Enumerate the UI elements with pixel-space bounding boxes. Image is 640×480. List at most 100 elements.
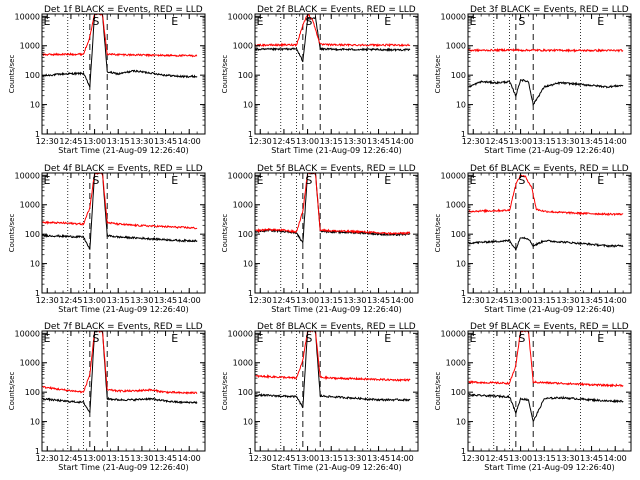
x-tick-label: 13:45 bbox=[580, 454, 603, 463]
series-line-lld bbox=[468, 174, 624, 217]
x-tick-label: 12:45 bbox=[272, 296, 295, 305]
x-tick-label: 13:30 bbox=[130, 296, 153, 305]
x-tick-label: 13:45 bbox=[154, 296, 177, 305]
x-tick-label: 13:15 bbox=[107, 454, 130, 463]
marker-label-e: E bbox=[384, 15, 391, 28]
y-tick-label: 100 bbox=[238, 71, 253, 80]
y-tick-label: 1 bbox=[461, 447, 466, 456]
x-tick-label: 12:45 bbox=[272, 137, 295, 146]
x-tick-label: 13:30 bbox=[130, 137, 153, 146]
x-tick-label: 12:45 bbox=[485, 137, 508, 146]
x-axis-label: Start Time (21-Aug-09 12:26:40) bbox=[271, 146, 402, 155]
x-tick-label: 12:45 bbox=[59, 137, 82, 146]
y-tick-label: 1000 bbox=[446, 201, 466, 210]
x-tick-label: 14:00 bbox=[391, 137, 414, 146]
y-tick-label: 10 bbox=[30, 101, 40, 110]
y-tick-label: 1000 bbox=[446, 42, 466, 51]
x-tick-label: 13:00 bbox=[296, 296, 319, 305]
x-axis-label: Start Time (21-Aug-09 12:26:40) bbox=[271, 463, 402, 472]
plot-frame bbox=[41, 172, 206, 294]
x-tick-label: 13:45 bbox=[154, 137, 177, 146]
x-tick-label: 12:30 bbox=[249, 137, 272, 146]
y-axis-label: Counts/sec bbox=[8, 55, 16, 94]
y-tick-label: 100 bbox=[451, 388, 466, 397]
chart-title: Det 1f BLACK = Events, RED = LLD bbox=[44, 5, 203, 15]
y-tick-label: 10000 bbox=[228, 12, 253, 21]
series-line-lld bbox=[255, 173, 411, 236]
y-tick-label: 1 bbox=[461, 289, 466, 298]
x-axis-label: Start Time (21-Aug-09 12:26:40) bbox=[271, 305, 402, 314]
plot-frame bbox=[467, 330, 632, 452]
x-tick-label: 12:30 bbox=[462, 454, 485, 463]
series-group bbox=[255, 331, 411, 409]
series-group bbox=[42, 331, 198, 413]
marker-label-s: S bbox=[92, 332, 99, 345]
y-axis-label: Counts/sec bbox=[221, 55, 229, 94]
x-tick-label: 13:15 bbox=[533, 137, 556, 146]
y-tick-label: 1000 bbox=[233, 359, 253, 368]
marker-label-e: E bbox=[171, 15, 178, 28]
marker-label-e: E bbox=[44, 332, 51, 345]
x-tick-label: 12:45 bbox=[272, 454, 295, 463]
marker-label-s: S bbox=[305, 332, 312, 345]
y-tick-label: 1000 bbox=[233, 42, 253, 51]
x-tick-label: 13:15 bbox=[107, 296, 130, 305]
marker-label-e: E bbox=[171, 332, 178, 345]
x-tick-label: 13:00 bbox=[509, 454, 532, 463]
y-tick-label: 1 bbox=[248, 130, 253, 139]
chart-title: Det 3f BLACK = Events, RED = LLD bbox=[470, 5, 629, 15]
x-tick-label: 13:00 bbox=[83, 137, 106, 146]
x-tick-label: 13:00 bbox=[509, 296, 532, 305]
x-tick-label: 13:00 bbox=[509, 137, 532, 146]
marker-label-e: E bbox=[257, 332, 264, 345]
marker-label-s: S bbox=[305, 15, 312, 28]
plot-frame bbox=[254, 330, 419, 452]
x-tick-label: 12:30 bbox=[36, 454, 59, 463]
y-tick-label: 1 bbox=[35, 447, 40, 456]
x-tick-label: 13:30 bbox=[343, 137, 366, 146]
x-tick-label: 13:30 bbox=[343, 296, 366, 305]
y-tick-label: 10 bbox=[456, 418, 466, 427]
y-tick-label: 10000 bbox=[441, 329, 466, 338]
series-line-lld bbox=[42, 331, 198, 395]
series-line-events bbox=[42, 173, 198, 251]
x-tick-label: 14:00 bbox=[391, 454, 414, 463]
y-tick-label: 1000 bbox=[20, 201, 40, 210]
y-tick-label: 100 bbox=[451, 230, 466, 239]
y-tick-label: 10000 bbox=[15, 171, 40, 180]
x-tick-label: 12:30 bbox=[462, 137, 485, 146]
x-tick-label: 14:00 bbox=[391, 296, 414, 305]
series-group bbox=[42, 173, 198, 251]
series-group bbox=[255, 14, 411, 63]
marker-label-e: E bbox=[384, 332, 391, 345]
x-tick-label: 13:30 bbox=[130, 454, 153, 463]
x-tick-label: 12:30 bbox=[462, 296, 485, 305]
series-line-lld bbox=[468, 331, 624, 388]
y-tick-label: 1 bbox=[35, 130, 40, 139]
y-tick-label: 10 bbox=[243, 260, 253, 269]
series-line-events bbox=[42, 331, 198, 413]
x-tick-label: 13:15 bbox=[533, 454, 556, 463]
series-line-lld bbox=[42, 14, 198, 58]
x-tick-label: 12:30 bbox=[249, 454, 272, 463]
plot-frame bbox=[41, 330, 206, 452]
marker-label-s: S bbox=[92, 174, 99, 187]
x-axis-label: Start Time (21-Aug-09 12:26:40) bbox=[484, 463, 615, 472]
y-tick-label: 10000 bbox=[441, 12, 466, 21]
y-tick-label: 1 bbox=[461, 130, 466, 139]
x-axis-label: Start Time (21-Aug-09 12:26:40) bbox=[484, 146, 615, 155]
y-tick-label: 10 bbox=[243, 418, 253, 427]
chart-title: Det 7f BLACK = Events, RED = LLD bbox=[44, 322, 203, 332]
series-line-events bbox=[468, 393, 624, 422]
x-tick-label: 13:45 bbox=[580, 296, 603, 305]
marker-label-e: E bbox=[597, 332, 604, 345]
y-tick-label: 100 bbox=[25, 230, 40, 239]
y-tick-label: 10 bbox=[30, 418, 40, 427]
x-tick-label: 13:15 bbox=[533, 296, 556, 305]
chart-title: Det 8f BLACK = Events, RED = LLD bbox=[257, 322, 416, 332]
